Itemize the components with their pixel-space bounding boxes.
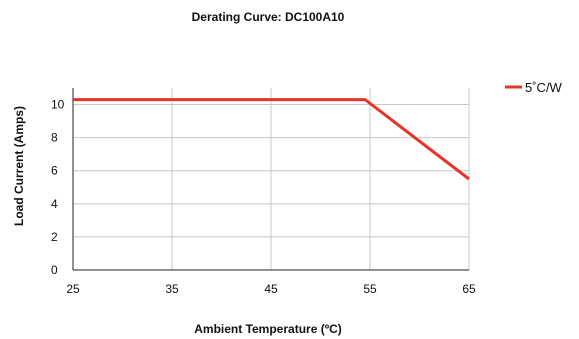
- x-tick-label: 55: [363, 282, 377, 296]
- legend-label: 5˚C/W: [525, 80, 563, 95]
- chart-title: Derating Curve: DC100A10: [192, 10, 345, 24]
- x-axis-title: Ambient Temperature (ºC): [194, 322, 342, 336]
- y-tick-label: 0: [51, 263, 58, 277]
- x-tick-label: 35: [165, 282, 179, 296]
- y-tick-label: 10: [51, 98, 65, 112]
- y-tick-label: 8: [51, 131, 58, 145]
- x-tick-labels: 25 35 45 55 65: [66, 282, 476, 296]
- y-tick-label: 2: [51, 230, 58, 244]
- y-axis-title: Load Current (Amps): [12, 106, 26, 226]
- series-group: [73, 98, 470, 181]
- y-tick-label: 4: [51, 197, 58, 211]
- legend: 5˚C/W: [505, 80, 563, 95]
- axes: [72, 88, 469, 271]
- x-tick-label: 45: [264, 282, 278, 296]
- y-tick-label: 6: [51, 164, 58, 178]
- y-tick-labels: 0 2 4 6 8 10: [51, 98, 65, 277]
- series-line: [73, 98, 470, 181]
- grid: [73, 88, 470, 270]
- x-tick-label: 25: [66, 282, 80, 296]
- x-tick-label: 65: [462, 282, 476, 296]
